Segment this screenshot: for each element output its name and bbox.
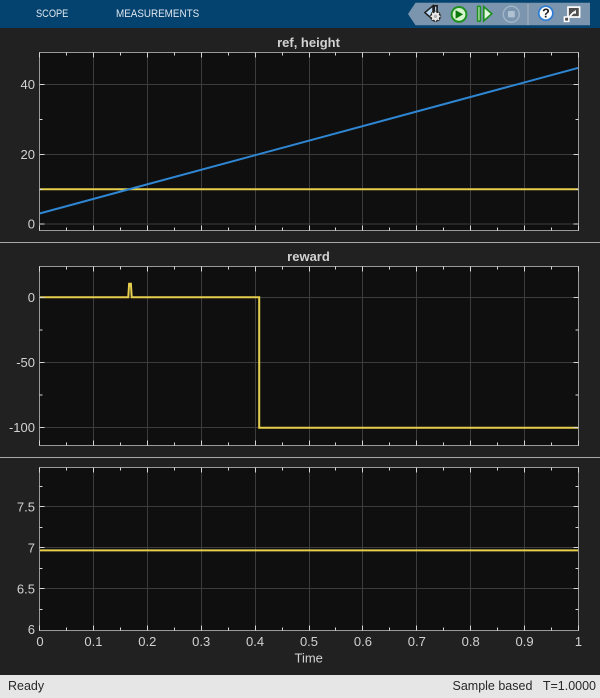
svg-text:7: 7: [28, 540, 35, 555]
svg-text:40: 40: [21, 77, 35, 92]
svg-text:ref, height: ref, height: [277, 35, 341, 50]
svg-text:-100: -100: [9, 420, 35, 435]
svg-text:1: 1: [575, 634, 582, 649]
svg-text:?: ?: [542, 7, 550, 21]
svg-text:0.1: 0.1: [84, 634, 102, 649]
svg-text:20: 20: [21, 147, 35, 162]
svg-text:0.7: 0.7: [408, 634, 426, 649]
svg-text:0: 0: [36, 634, 43, 649]
svg-text:6: 6: [28, 622, 35, 637]
svg-text:0.9: 0.9: [516, 634, 534, 649]
svg-text:6.5: 6.5: [17, 581, 35, 596]
svg-text:0.3: 0.3: [192, 634, 210, 649]
svg-text:reward: reward: [287, 249, 330, 264]
svg-text:0: 0: [28, 217, 35, 232]
svg-text:0: 0: [28, 290, 35, 305]
svg-text:Time: Time: [294, 651, 322, 666]
svg-text:0.6: 0.6: [354, 634, 372, 649]
svg-text:0.2: 0.2: [138, 634, 156, 649]
svg-text:-50: -50: [16, 355, 35, 370]
svg-text:7.5: 7.5: [17, 499, 35, 514]
svg-text:0.8: 0.8: [462, 634, 480, 649]
svg-text:0.5: 0.5: [300, 634, 318, 649]
svg-text:0.4: 0.4: [246, 634, 264, 649]
